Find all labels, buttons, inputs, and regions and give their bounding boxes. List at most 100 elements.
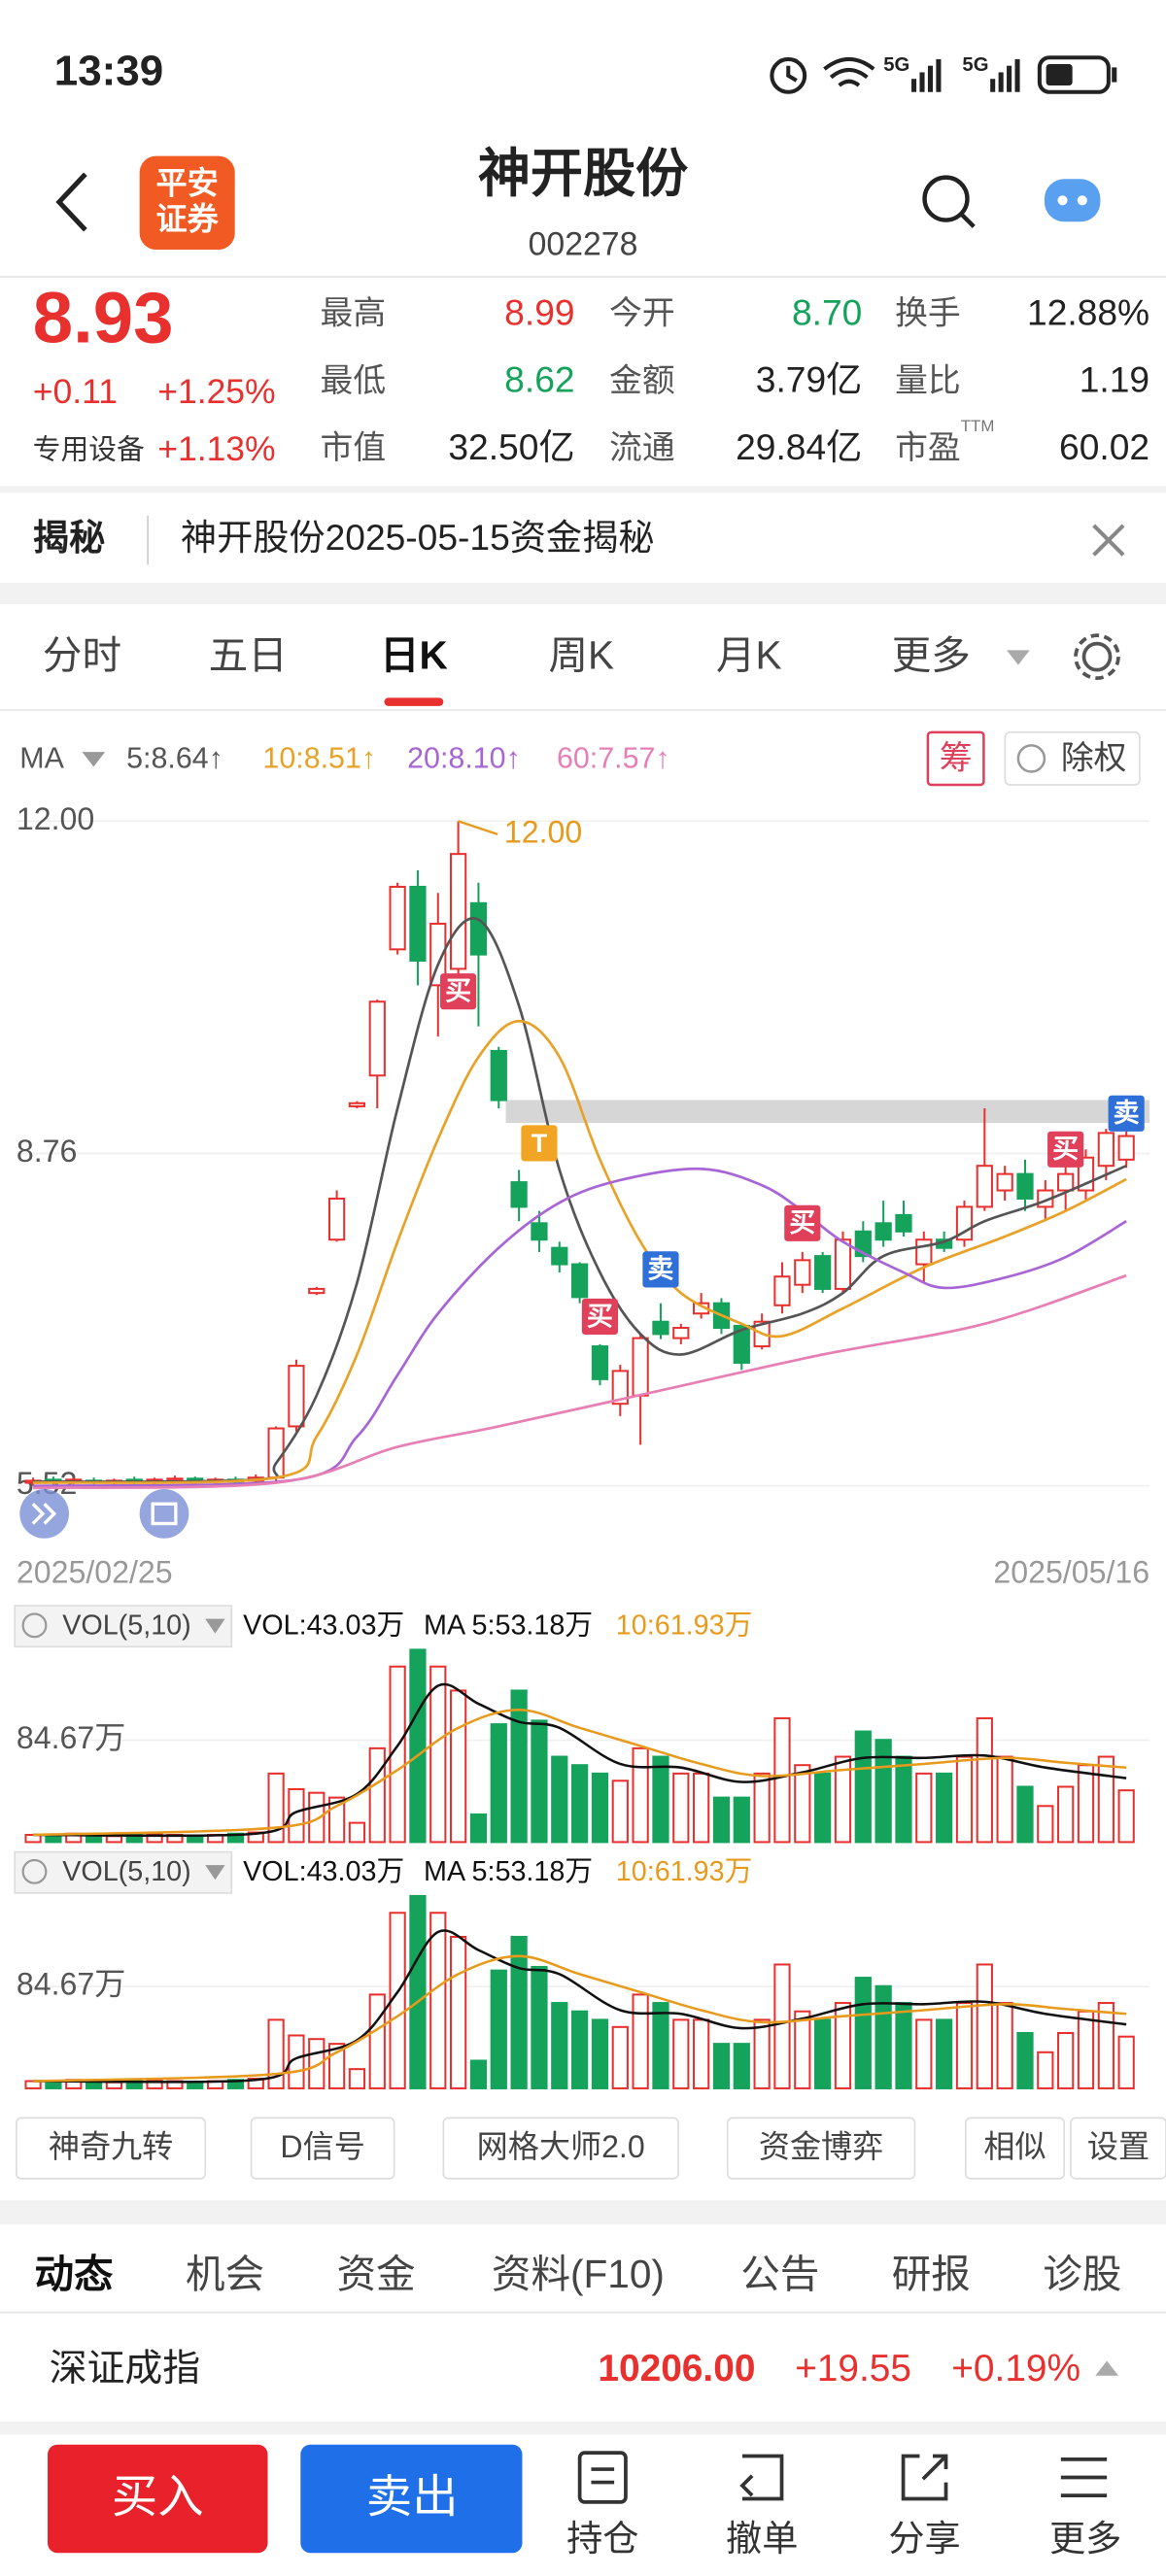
signal-marker [1108, 1095, 1145, 1132]
ma-label[interactable]: MA [19, 742, 64, 775]
news-text[interactable]: 神开股份2025-05-15资金揭秘 [181, 517, 655, 558]
search-handle [960, 213, 976, 228]
volume-bar [45, 1835, 62, 1844]
volume-bar [712, 1796, 731, 1844]
stock-code: 002278 [529, 226, 638, 263]
legend: 5:8.64↑ 10:8.51↑ 20:8.10↑ 60:7.57↑ [126, 742, 669, 775]
volume-bar [1097, 2002, 1115, 2089]
volume-bar [490, 1969, 507, 2089]
volume-bar [1057, 1785, 1075, 1844]
volume-bar [753, 1772, 771, 1844]
adjust-button[interactable] [1004, 731, 1141, 786]
draw-button[interactable] [139, 1489, 189, 1539]
search-button[interactable] [922, 175, 970, 222]
tool-label[interactable]: 撤单 [726, 2518, 798, 2559]
sell-button[interactable] [300, 2444, 523, 2554]
close-news[interactable] [1092, 524, 1125, 557]
status-icons [770, 55, 1117, 94]
volume-bar [1016, 1785, 1034, 1844]
broker-logo[interactable] [139, 155, 235, 250]
holdings-icon[interactable] [577, 2451, 628, 2504]
tool-label[interactable]: 分享 [888, 2518, 960, 2559]
info-tab[interactable]: 动态 [35, 2252, 115, 2296]
volume-bar [24, 2080, 42, 2089]
volume-bar [267, 1772, 285, 1844]
indicator-button[interactable] [16, 2117, 207, 2180]
volume-bar [510, 1935, 528, 2089]
index-change-pct: +0.19% [951, 2348, 1080, 2390]
volume-bar [510, 1689, 528, 1844]
period-tab[interactable]: 日K [380, 633, 448, 678]
candle-body [469, 901, 488, 956]
period-tab[interactable]: 周K [549, 633, 615, 678]
indicator-button-text: D信号 [280, 2129, 364, 2164]
index-name[interactable]: 深证成指 [50, 2348, 200, 2390]
volume-bar [794, 2010, 811, 2089]
period-tab[interactable]: 五日 [209, 633, 288, 678]
volume-bar [814, 1772, 832, 1844]
indicator-label: VOL(5,10) [62, 1856, 191, 1887]
divider [0, 583, 1166, 605]
volume-bar [915, 1772, 933, 1844]
field-value: 12.88% [1027, 291, 1149, 332]
volume-bar [490, 1723, 507, 1844]
ma-line [33, 1682, 1127, 1838]
divider [0, 486, 1166, 493]
assistant-eye [1057, 195, 1068, 206]
chip-button[interactable] [926, 730, 985, 787]
info-tab[interactable]: 资料(F10) [492, 2252, 665, 2296]
period-tab[interactable]: 月K [716, 633, 782, 678]
candle-body [814, 1255, 832, 1290]
field-value: 32.50亿 [448, 426, 574, 467]
buy-button-text: 买入 [112, 2472, 204, 2524]
period-tab[interactable]: 分时 [43, 633, 121, 678]
indicator-selector[interactable] [14, 1605, 233, 1648]
volume-bar [531, 1965, 548, 2089]
indicator-button[interactable] [964, 2117, 1066, 2180]
dropdown-arrow [1007, 650, 1030, 665]
volume-bar [1037, 1805, 1054, 1844]
info-tab[interactable]: 研报 [892, 2252, 971, 2296]
volume-bar [1057, 2031, 1075, 2089]
volume-bar [1077, 2010, 1095, 2089]
indicator-button[interactable] [250, 2117, 395, 2180]
volume-bar [571, 2010, 589, 2089]
info-tab[interactable]: 资金 [336, 2252, 415, 2296]
indicator-button[interactable] [1070, 2117, 1166, 2180]
info-icon [1016, 744, 1046, 773]
volume-ma5-readout: MA 5:53.18万 [424, 1610, 593, 1642]
divider [0, 2199, 1166, 2225]
alarm-icon [770, 56, 807, 94]
info-tab[interactable]: 诊股 [1043, 2252, 1121, 2296]
volume-bar [915, 2018, 933, 2089]
volume-bar [1097, 1755, 1115, 1844]
cancel-icon[interactable] [739, 2454, 784, 2501]
battery-tip [1112, 67, 1117, 83]
volume-bar [794, 1764, 811, 1844]
info-tab[interactable]: 公告 [740, 2252, 819, 2296]
settings-button[interactable] [1081, 641, 1113, 672]
legend-entry: 20:8.10↑ [407, 742, 521, 775]
period-tab[interactable]: 更多 [892, 633, 971, 678]
expand-arrow[interactable] [1095, 2360, 1118, 2376]
indicator-button[interactable] [442, 2117, 679, 2180]
info-tab[interactable]: 机会 [186, 2252, 264, 2296]
volume-bar [632, 1993, 649, 2089]
volume-bar [1016, 2031, 1034, 2089]
share-icon[interactable] [901, 2454, 948, 2501]
indicator-selector[interactable] [14, 1850, 233, 1894]
indicator-button[interactable] [726, 2117, 916, 2180]
tool-label[interactable]: 更多 [1049, 2518, 1121, 2559]
back-button[interactable] [55, 172, 87, 232]
assistant-button[interactable] [1044, 179, 1101, 222]
volume-bar [895, 1755, 912, 1844]
buy-button[interactable] [48, 2444, 268, 2554]
volume-bar [1117, 2035, 1135, 2089]
tool-label[interactable]: 持仓 [566, 2518, 638, 2559]
signal-marker [784, 1204, 821, 1241]
candle-body [672, 1327, 690, 1339]
more-icon[interactable] [1060, 2457, 1108, 2497]
candle-body [327, 1197, 346, 1241]
volume-bar [693, 2018, 710, 2089]
